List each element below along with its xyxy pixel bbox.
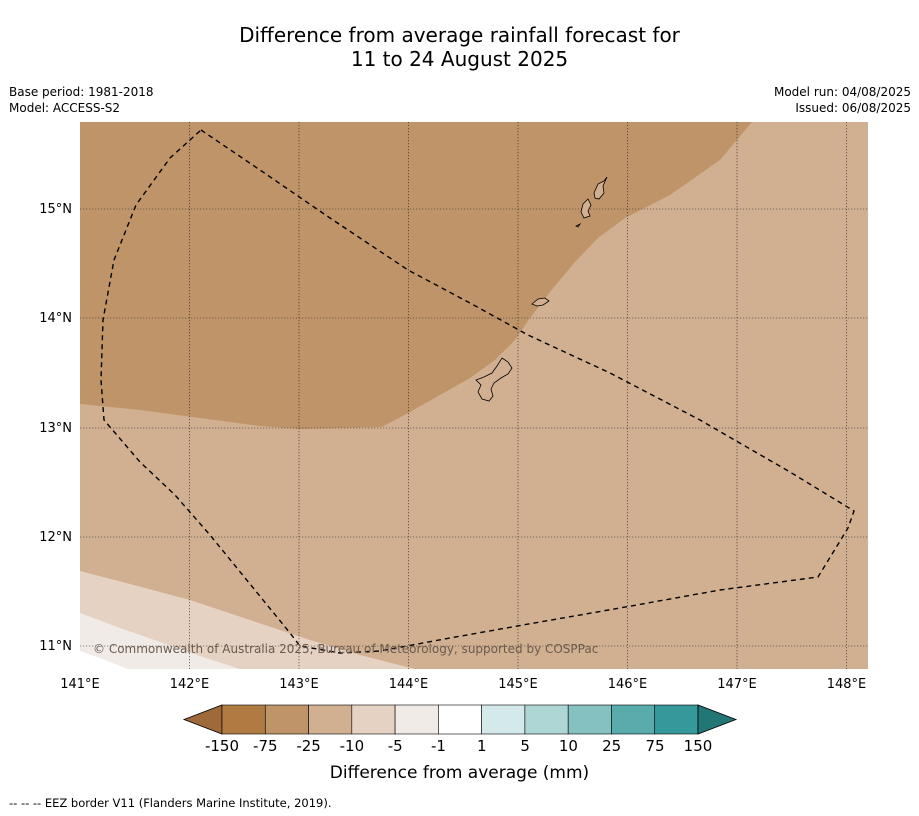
longitude-tick-labels: 141°E 142°E 143°E 144°E 145°E 146°E 147°…	[60, 677, 866, 692]
legend-swatch	[654, 704, 699, 735]
region-minus5-to-minus1	[80, 613, 240, 669]
issued-date: Issued: 06/08/2025	[795, 101, 911, 115]
model-run-date: Model run: 04/08/2025	[773, 85, 911, 99]
eez-footnote: -- -- -- EEZ border V11 (Flanders Marine…	[9, 796, 332, 810]
legend-label: -5	[388, 737, 403, 755]
legend-label: -10	[340, 737, 365, 755]
legend-label: 1	[477, 737, 487, 755]
lon-tick-146: 146°E	[608, 677, 648, 692]
legend-title: Difference from average (mm)	[330, 763, 589, 783]
lon-tick-147: 147°E	[717, 677, 757, 692]
legend-label: 150	[684, 737, 713, 755]
base-period: Base period: 1981-2018	[9, 85, 154, 99]
lon-tick-145: 145°E	[498, 677, 538, 692]
legend-swatch	[481, 704, 526, 735]
legend-label: -75	[253, 737, 278, 755]
islands	[475, 176, 608, 402]
saipan-island	[593, 176, 608, 200]
legend-colorbar	[182, 704, 738, 735]
lon-tick-141: 141°E	[60, 677, 100, 692]
lon-tick-142: 142°E	[170, 677, 210, 692]
lon-tick-144: 144°E	[389, 677, 429, 692]
legend-swatch	[524, 704, 569, 735]
legend-label: 75	[645, 737, 664, 755]
legend-extend-high	[697, 704, 738, 735]
region-minus75-to-minus25	[80, 122, 752, 429]
legend-label: 5	[520, 737, 530, 755]
lat-tick-12: 12°N	[39, 530, 72, 545]
rainfall-map: © Commonwealth of Australia 2025, Bureau…	[80, 122, 868, 669]
latitude-tick-labels: 15°N 14°N 13°N 12°N 11°N	[39, 202, 72, 654]
legend-swatch	[394, 704, 439, 735]
lat-tick-14: 14°N	[39, 311, 72, 326]
legend-swatch	[308, 704, 353, 735]
legend-swatch	[351, 704, 396, 735]
legend-swatch	[567, 704, 612, 735]
title-line-1: Difference from average rainfall forecas…	[239, 23, 680, 47]
lon-tick-148: 148°E	[827, 677, 867, 692]
legend-swatch	[221, 704, 266, 735]
title-line-2: 11 to 24 August 2025	[350, 47, 569, 71]
rota-island	[531, 297, 550, 307]
guam-island	[475, 357, 513, 402]
legend-labels: -150 -75 -25 -10 -5 -1 1 5 10 25 75 150	[205, 737, 712, 755]
lat-tick-15: 15°N	[39, 202, 72, 217]
model-name: Model: ACCESS-S2	[9, 101, 121, 115]
region-minus1-to-1	[80, 651, 128, 669]
map-figure: © Commonwealth of Australia 2025, Bureau…	[39, 122, 868, 783]
legend-label: -1	[431, 737, 446, 755]
legend-swatch	[438, 704, 482, 735]
legend-label: 10	[559, 737, 578, 755]
legend-swatch	[264, 704, 309, 735]
lat-tick-11: 11°N	[39, 639, 72, 654]
legend-swatch	[611, 704, 656, 735]
lat-tick-13: 13°N	[39, 421, 72, 436]
legend-label: -25	[296, 737, 321, 755]
aguijan-island	[575, 222, 582, 228]
copyright-notice: © Commonwealth of Australia 2025, Bureau…	[93, 642, 598, 656]
gridlines	[80, 122, 868, 669]
lon-tick-143: 143°E	[279, 677, 319, 692]
tinian-island	[580, 198, 592, 219]
legend-label: -150	[205, 737, 239, 755]
legend-label: 25	[602, 737, 621, 755]
legend-extend-low	[182, 704, 223, 735]
